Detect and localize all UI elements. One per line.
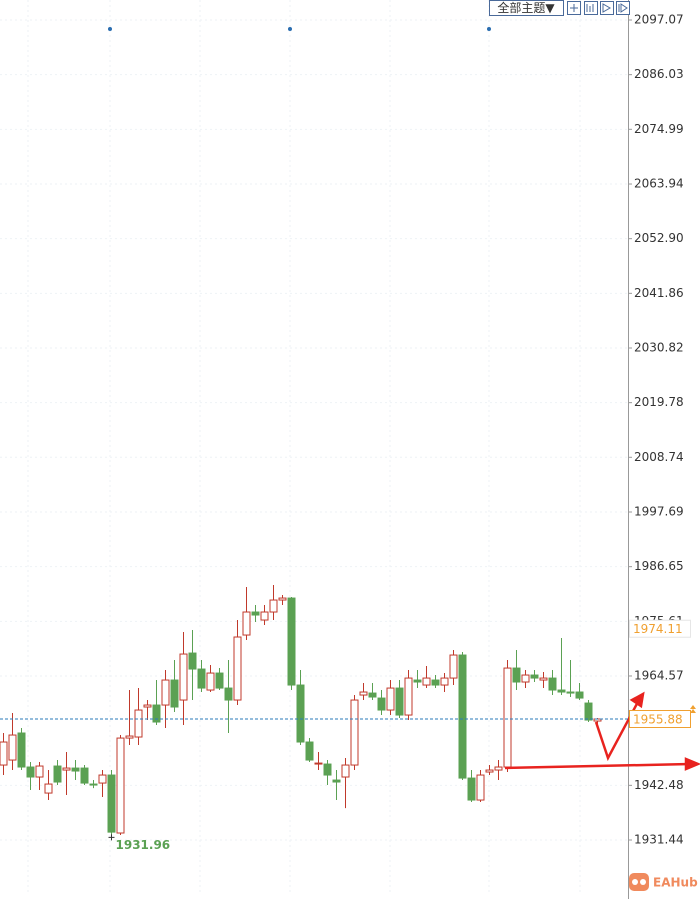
candle-body xyxy=(269,599,278,613)
candle-body xyxy=(503,667,512,768)
candle-body xyxy=(8,734,17,761)
candle-body xyxy=(0,741,8,766)
candle-body xyxy=(161,679,170,706)
last-price-box xyxy=(629,710,691,729)
candle-body xyxy=(26,766,35,778)
candle-body xyxy=(71,767,80,772)
y-tick-label: 1997.69 xyxy=(634,505,684,519)
y-tick-label: 2019.78 xyxy=(634,395,684,409)
marker-dot xyxy=(288,27,292,31)
candle-body xyxy=(566,691,575,694)
candle-body xyxy=(206,672,215,691)
candle-body xyxy=(107,774,116,833)
candle-body xyxy=(224,687,233,701)
vertical-grid xyxy=(27,0,581,895)
candle-body xyxy=(494,766,503,771)
y-tick-label: 2063.94 xyxy=(634,177,684,191)
candle-body xyxy=(287,597,296,686)
marked-price-box xyxy=(629,619,691,638)
candle-body xyxy=(296,684,305,743)
theme-button[interactable] xyxy=(489,0,564,16)
y-tick-label: 1931.44 xyxy=(634,832,684,846)
y-tick-label: 2097.07 xyxy=(634,13,684,27)
marker-dot xyxy=(487,27,491,31)
candle-body xyxy=(395,687,404,716)
candle-body xyxy=(431,679,440,686)
y-tick-label: 2086.03 xyxy=(634,67,684,81)
watermark-logo xyxy=(629,873,649,891)
candle-body xyxy=(350,699,359,766)
candle-body xyxy=(584,702,593,721)
y-tick-label: 2041.86 xyxy=(634,286,684,300)
candle-body xyxy=(233,636,242,701)
candle-body xyxy=(62,767,71,771)
candle-body xyxy=(404,677,413,716)
y-tick-label: 1964.57 xyxy=(634,668,684,682)
candle-body xyxy=(305,741,314,761)
candle-body xyxy=(170,679,179,708)
y-tick-label: 2052.90 xyxy=(634,231,684,245)
low-label: 1931.96 xyxy=(116,838,171,852)
theme-button-label[interactable]: 全部主题▼ xyxy=(497,0,555,15)
candle-body xyxy=(44,783,53,794)
candle-body xyxy=(548,677,557,691)
candle-body xyxy=(539,677,548,681)
candle-body xyxy=(323,763,332,776)
candle-body xyxy=(179,653,188,701)
candle-body xyxy=(332,779,341,783)
candle-body xyxy=(359,691,368,696)
candle-body xyxy=(188,652,197,670)
candle-body xyxy=(530,674,539,679)
watermark: EAHub xyxy=(653,876,698,890)
candle-body xyxy=(35,765,44,778)
candle-body xyxy=(341,764,350,778)
candle-body xyxy=(314,762,323,765)
candle-body xyxy=(521,674,530,683)
candle-body xyxy=(386,687,395,711)
candle-body xyxy=(476,774,485,801)
candle-body xyxy=(485,769,494,773)
low-marker xyxy=(108,834,115,841)
candle-body xyxy=(467,777,476,801)
candle-body xyxy=(377,697,386,711)
y-tick-label: 1986.65 xyxy=(634,559,684,573)
candle-body xyxy=(143,704,152,708)
candle-body xyxy=(368,692,377,698)
candle-body xyxy=(89,783,98,786)
candle-body xyxy=(134,709,143,738)
candle-body xyxy=(458,654,467,779)
candle-body xyxy=(197,668,206,689)
candle-body xyxy=(116,737,125,834)
candles xyxy=(0,585,602,838)
candle-body xyxy=(98,774,107,784)
candle-body xyxy=(80,767,89,784)
candle-body xyxy=(215,672,224,689)
candle-body xyxy=(449,654,458,679)
candle-body xyxy=(512,667,521,683)
candle-body xyxy=(557,689,566,693)
y-tick-label: 1942.48 xyxy=(634,778,684,792)
candle-body xyxy=(125,735,134,739)
marker-dot xyxy=(108,27,112,31)
candle-body xyxy=(422,677,431,686)
candle-body xyxy=(575,691,584,699)
y-tick-label: 2074.99 xyxy=(634,122,684,136)
marked-price-label: 1974.11 xyxy=(633,622,683,636)
candle-body xyxy=(278,597,287,601)
candle-body xyxy=(440,677,449,686)
y-tick-label: 2008.74 xyxy=(634,450,684,464)
candle-body xyxy=(152,704,161,723)
candle-body xyxy=(260,611,269,621)
y-tick-label: 2030.82 xyxy=(634,340,684,354)
candle-body xyxy=(251,611,260,616)
candle-body xyxy=(242,611,251,636)
last-price-label: 1955.88 xyxy=(633,713,683,727)
toolbar-icons[interactable] xyxy=(567,1,630,15)
candle-body xyxy=(53,765,62,783)
candle-body xyxy=(17,732,26,768)
price-marker xyxy=(690,705,696,714)
candle-body xyxy=(413,679,422,683)
